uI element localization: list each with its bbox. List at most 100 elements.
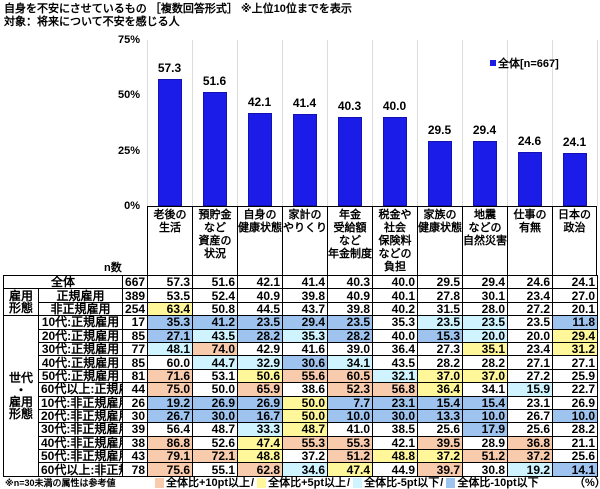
table-cell: 28.2 — [327, 328, 374, 343]
table-cell: 41.6 — [282, 341, 329, 357]
table-cell: 55.3 — [327, 435, 374, 451]
group-label-line: 世代 — [8, 371, 33, 386]
table-cell: 33.3 — [237, 422, 284, 437]
table-cell: 41.0 — [327, 422, 374, 437]
table-cell: 57.3 — [147, 274, 194, 290]
table-row: 世代・雇用 形態 10代:正規雇用 17 35.3 41.2 23.5 29.4 23.5 35.… — [3, 315, 599, 477]
table-cell: 35.3 — [147, 315, 194, 330]
row-label: 全体 — [2, 274, 124, 290]
category-label-line: などの — [468, 222, 502, 234]
gridline — [372, 40, 373, 206]
row-label: 20代:非正規雇用 — [37, 408, 124, 424]
table-cell: 36.8 — [507, 435, 554, 451]
table-cell: 15.3 — [417, 328, 464, 343]
table-cell: 40.9 — [237, 288, 284, 303]
category-label-line: やりくり — [283, 222, 327, 234]
table-cell: 35.1 — [462, 341, 509, 357]
table-cell: 27.1 — [147, 328, 194, 343]
table-cell: 35.3 — [372, 315, 419, 330]
row-label: 10代:正規雇用 — [37, 315, 124, 330]
table-cell: 11.8 — [552, 315, 599, 330]
table-cell: 75.0 — [147, 382, 194, 397]
table-cell: 34.6 — [282, 462, 329, 477]
n-count: 85 — [122, 355, 149, 370]
crosstab-table: 全体 667 57.3 51.6 42.1 41.4 40.3 40.0 29.5 29.4 24.… — [2, 274, 599, 477]
table-cell: 35.3 — [282, 328, 329, 343]
table-cell: 37.2 — [507, 449, 554, 464]
table-cell: 40.3 — [327, 274, 374, 290]
bar — [517, 151, 542, 206]
bar — [382, 117, 407, 206]
table-cell: 27.2 — [507, 301, 554, 317]
table-cell: 10.0 — [552, 408, 599, 424]
legend-swatch-icon — [490, 60, 496, 66]
table-cell: 53.1 — [192, 368, 239, 384]
table-cell: 75.6 — [147, 462, 194, 477]
gridline — [597, 40, 598, 206]
category-label-line: 日本の — [558, 209, 591, 221]
category-label-line: 資産の — [198, 235, 232, 247]
category-label-line: 自身の — [243, 209, 277, 221]
table-cell: 41.2 — [192, 315, 239, 330]
table-cell: 48.1 — [147, 341, 194, 357]
category-label: 預貯金 など 資産の 状況 — [192, 207, 237, 275]
table-cell: 27.1 — [507, 355, 554, 370]
table-cell: 23.4 — [507, 288, 554, 303]
legend-label: 全体[n=667] — [498, 58, 559, 70]
table-cell: 44.7 — [192, 355, 239, 370]
table-cell: 37.0 — [462, 368, 509, 384]
n-count: 667 — [122, 274, 149, 290]
table-row: 雇用 形態 正規雇用 389 53.5 52.4 40.9 39.8 40.9 40.1 27.8 3… — [3, 288, 599, 317]
table-cell: 40.0 — [372, 328, 419, 343]
table-cell: 50.8 — [192, 301, 239, 317]
table-cell: 15.9 — [507, 382, 554, 397]
bar — [292, 114, 317, 206]
table-cell: 48.8 — [372, 449, 419, 464]
table-row: 40代:非正規雇用 38 86.8 52.6 47.4 55.3 55.3 42.1 39.5 2… — [4, 435, 599, 451]
table-cell: 62.8 — [237, 462, 284, 477]
table-cell: 40.2 — [372, 301, 419, 317]
y-tick-label: 50% — [117, 89, 140, 102]
category-label-line: など — [339, 235, 361, 247]
table-cell: 52.6 — [192, 435, 239, 451]
table-cell: 28.0 — [462, 301, 509, 317]
table-cell: 23.5 — [417, 315, 464, 330]
row-label: 30代:非正規雇用 — [37, 422, 124, 437]
row-label: 40代:正規雇用 — [37, 355, 124, 370]
table-cell: 24.6 — [507, 274, 554, 290]
table-cell: 32.9 — [237, 355, 284, 370]
table-cell: 34.1 — [462, 382, 509, 397]
category-label-line: 地震 — [474, 209, 496, 221]
table-cell: 51.6 — [192, 274, 239, 290]
category-label: 自身の 健康状態 — [237, 207, 282, 275]
table-cell: 50.6 — [237, 368, 284, 384]
legend-item-label: 全体比+10pt以上 — [166, 477, 251, 489]
n-count: 26 — [122, 395, 149, 410]
table-cell: 36.4 — [417, 382, 464, 397]
table-row: 全体 667 57.3 51.6 42.1 41.4 40.3 40.0 29.5 29.4 24.… — [2, 274, 599, 290]
table-cell: 37.0 — [417, 368, 464, 384]
table-cell: 50.0 — [192, 382, 239, 397]
table-cell: 28.2 — [237, 328, 284, 343]
legend-item-label: 全体比-5pt以下 — [364, 477, 440, 489]
n-count: 85 — [122, 328, 149, 343]
table-cell: 31.2 — [552, 341, 599, 357]
table-row: 50代:正規雇用 81 71.6 53.1 50.6 55.6 60.5 32.1 37.0 37… — [4, 368, 599, 384]
category-label: 年金 受給額 など 年金制度 — [327, 207, 372, 275]
category-label-line: 健康状態 — [418, 222, 462, 234]
table-cell: 20.0 — [462, 328, 509, 343]
table-cell: 43.5 — [372, 355, 419, 370]
table-cell: 51.2 — [462, 449, 509, 464]
table-cell: 27.2 — [507, 368, 554, 384]
bar — [247, 112, 272, 206]
highlight-legend: 全体比+10pt以上 / 全体比+5pt以上 / 全体比-5pt以下 / 全体比-10pt以… — [155, 477, 539, 489]
table-cell: 37.2 — [417, 449, 464, 464]
table-cell: 39.8 — [282, 288, 329, 303]
chart-subtitle: 対象：将来について不安を感じる人 — [4, 16, 180, 28]
table-cell: 32.1 — [372, 368, 419, 384]
table-cell: 40.9 — [327, 288, 374, 303]
chart-title: 自身を不安にさせているもの ［複数回答形式］ ※上位10位までを表示 — [4, 3, 352, 15]
n-count: 78 — [122, 462, 149, 477]
bar — [562, 152, 587, 206]
category-label-line: 受給額 — [333, 222, 367, 234]
